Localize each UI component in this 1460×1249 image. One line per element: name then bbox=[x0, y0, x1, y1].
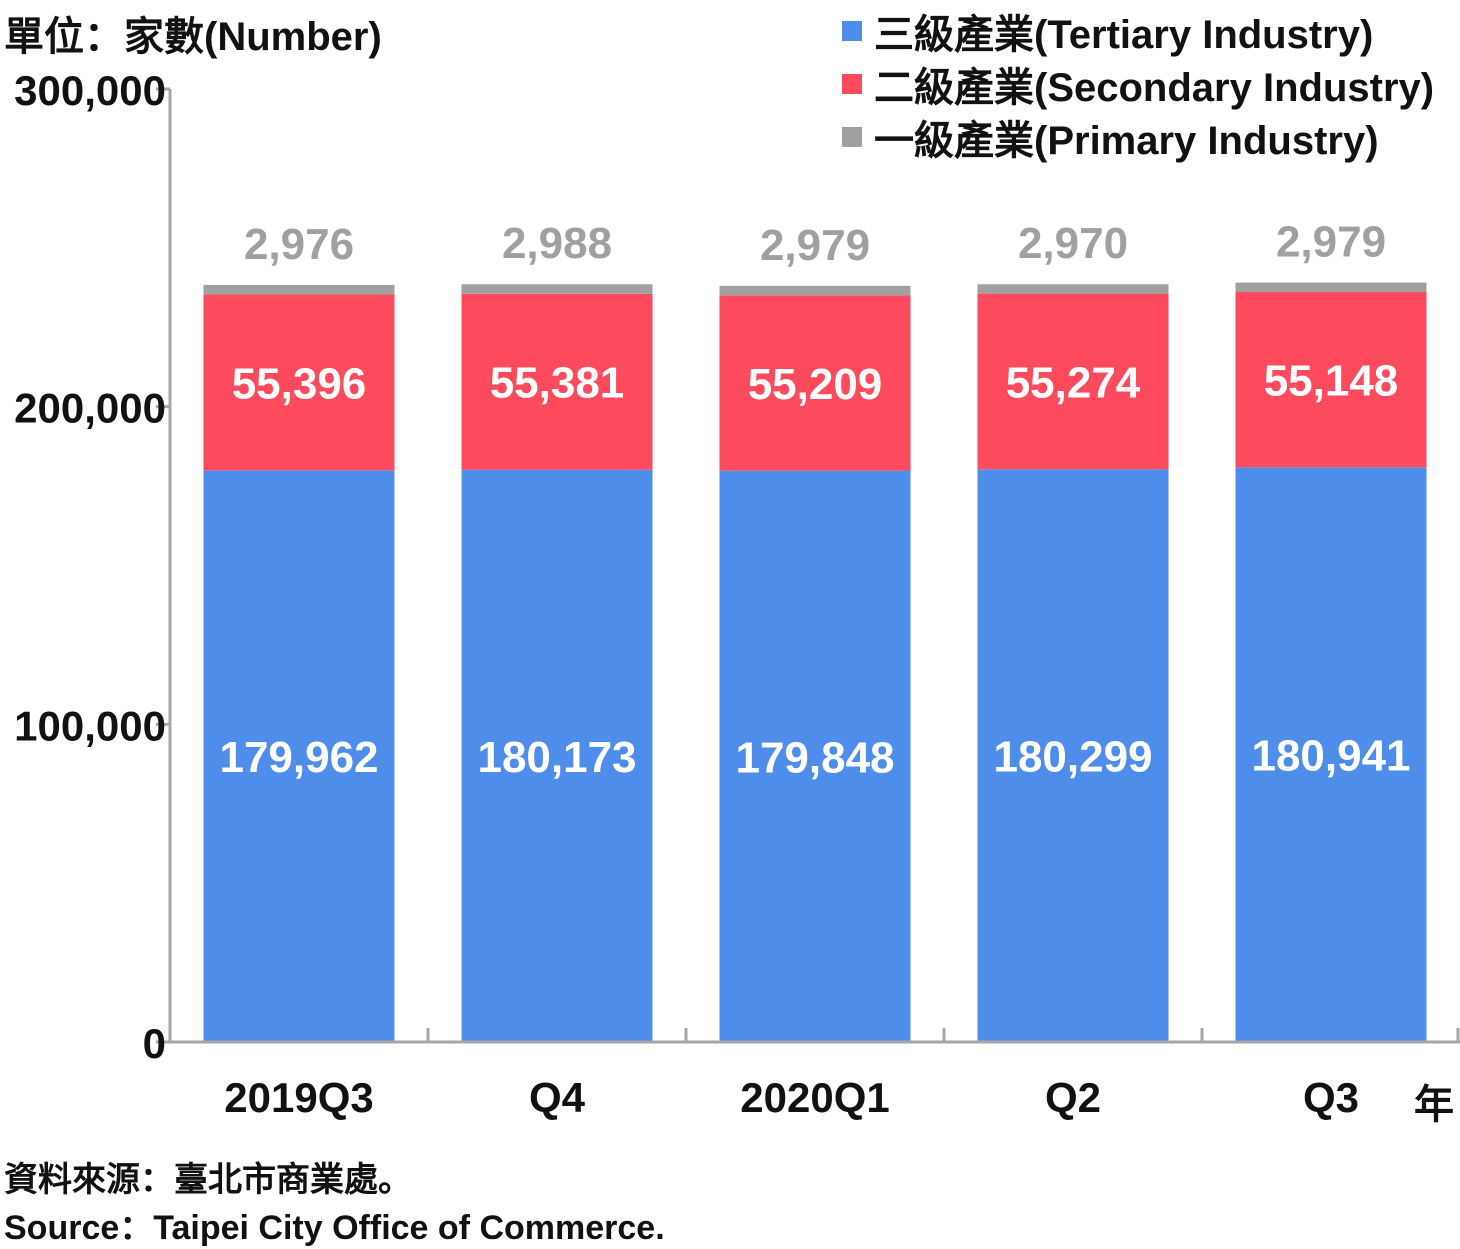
x-tick-label-3: 2020Q1 bbox=[740, 1074, 889, 1121]
bar-segment-1-4 bbox=[977, 469, 1169, 1042]
legend-label-primary: 一級產業(Primary Industry) bbox=[874, 118, 1379, 163]
data-label-2-5: 55,148 bbox=[1264, 357, 1399, 406]
data-label-3-4: 2,970 bbox=[1018, 219, 1128, 268]
x-tick-label-2: Q4 bbox=[529, 1074, 586, 1121]
y-tick-label-2: 100,000 bbox=[14, 702, 166, 749]
data-label-2-2: 55,381 bbox=[490, 359, 625, 408]
bar-segment-1-3 bbox=[719, 470, 911, 1042]
bar-segment-2-5 bbox=[1235, 292, 1427, 468]
bar-segment-3-4 bbox=[977, 284, 1169, 294]
legend-item-primary: 一級產業(Primary Industry) bbox=[842, 110, 1434, 163]
data-label-1-2: 180,173 bbox=[477, 733, 636, 782]
legend: 三級產業(Tertiary Industry) 二級產業(Secondary I… bbox=[842, 4, 1434, 163]
x-axis-unit: 年 bbox=[1414, 1083, 1454, 1127]
bar-segment-1-5 bbox=[1235, 467, 1427, 1042]
bar-segment-1-2 bbox=[461, 469, 653, 1042]
data-label-1-3: 179,848 bbox=[735, 733, 894, 782]
bar-segment-1-1 bbox=[203, 470, 395, 1043]
bar-segment-2-2 bbox=[461, 293, 653, 470]
y-tick-label-3: 200,000 bbox=[14, 385, 166, 432]
bar-segment-3-3 bbox=[719, 285, 911, 296]
bar-segment-2-1 bbox=[203, 294, 395, 471]
legend-swatch-tertiary bbox=[842, 20, 862, 41]
legend-label-tertiary: 三級產業(Tertiary Industry) bbox=[874, 12, 1374, 57]
stacked-bar-chart: 179,962 55,396 2,976 2019Q3 180,173 55,381 2,9… bbox=[14, 67, 1460, 1121]
bar-segment-3-2 bbox=[461, 284, 653, 294]
data-label-2-1: 55,396 bbox=[232, 359, 367, 408]
x-tick-label-1: 2019Q3 bbox=[224, 1074, 373, 1121]
data-label-1-1: 179,962 bbox=[219, 733, 378, 782]
y-tick-label-4: 300,000 bbox=[14, 67, 166, 114]
bar-segment-3-1 bbox=[203, 284, 395, 295]
legend-item-tertiary: 三級產業(Tertiary Industry) bbox=[842, 4, 1434, 57]
legend-item-secondary: 二級產業(Secondary Industry) bbox=[842, 57, 1434, 110]
data-label-3-5: 2,979 bbox=[1276, 218, 1386, 267]
data-label-1-4: 180,299 bbox=[993, 733, 1152, 782]
data-label-2-3: 55,209 bbox=[748, 360, 883, 409]
legend-swatch-primary bbox=[842, 126, 862, 147]
source-note-zh: 資料來源：臺北市商業處。 bbox=[4, 1161, 412, 1199]
x-tick-label-5: Q3 bbox=[1303, 1074, 1359, 1121]
data-label-3-1: 2,976 bbox=[244, 220, 354, 269]
data-label-3-2: 2,988 bbox=[502, 219, 612, 268]
unit-label: 單位：家數(Number) bbox=[4, 15, 382, 59]
bar-segment-2-4 bbox=[977, 293, 1169, 470]
x-tick-label-4: Q2 bbox=[1045, 1074, 1101, 1121]
data-label-2-4: 55,274 bbox=[1006, 358, 1141, 407]
y-tick-label-1: 0 bbox=[143, 1020, 166, 1067]
data-label-1-5: 180,941 bbox=[1251, 732, 1410, 781]
data-label-3-3: 2,979 bbox=[760, 221, 870, 270]
bar-segment-2-3 bbox=[719, 295, 911, 471]
legend-swatch-secondary bbox=[842, 73, 862, 94]
bar-segment-3-5 bbox=[1235, 282, 1427, 293]
source-note-en: Source：Taipei City Office of Commerce. bbox=[4, 1209, 665, 1247]
legend-label-secondary: 二級產業(Secondary Industry) bbox=[874, 65, 1435, 110]
